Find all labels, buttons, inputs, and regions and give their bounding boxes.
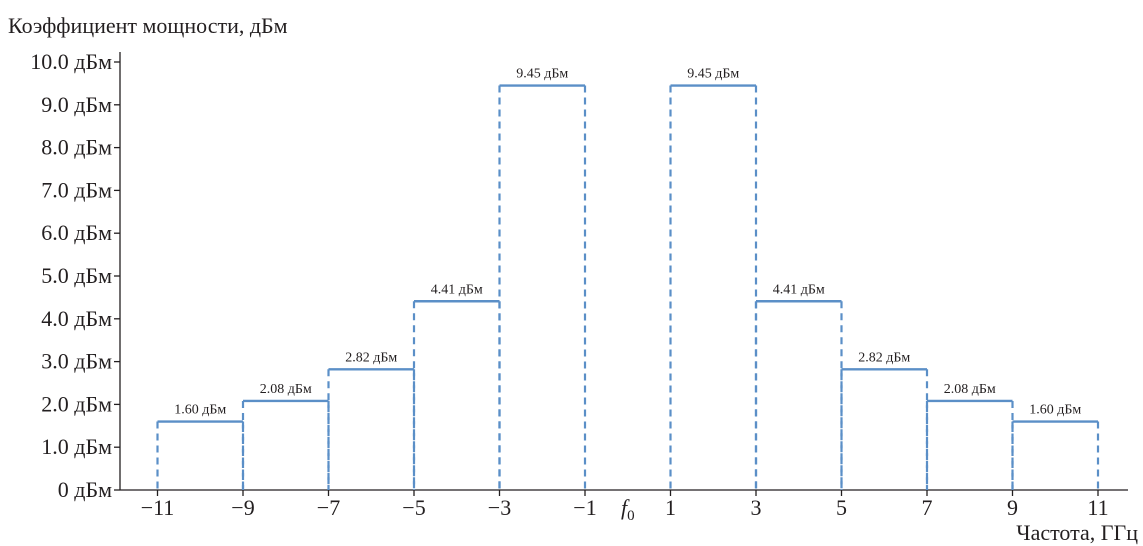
bar-value-label: 4.41 дБм — [431, 282, 483, 297]
y-tick-label: 3.0 дБм — [41, 349, 112, 374]
bar-value-label: 9.45 дБм — [687, 67, 739, 82]
bar-step: 2.08 дБм — [241, 382, 330, 490]
bar-value-label: 1.60 дБм — [174, 403, 226, 418]
x-ticks: −11 −9 −7 −5 −3 −1 f0 1 3 5 7 9 11 — [141, 490, 1109, 524]
y-axis-title: Коэффициент мощности, дБм — [8, 13, 288, 38]
x-tick-label: 7 — [922, 495, 933, 520]
x-tick-label: 11 — [1087, 495, 1108, 520]
bar-step: 1.60 дБм — [1011, 403, 1100, 490]
bar-step: 2.82 дБм — [327, 350, 416, 490]
x-tick-label: −5 — [402, 495, 425, 520]
x-tick-label: −1 — [573, 495, 596, 520]
y-tick-label: 9.0 дБм — [41, 92, 112, 117]
x-tick-label: −7 — [317, 495, 340, 520]
y-tick-label: 8.0 дБм — [41, 135, 112, 160]
y-tick-label: 5.0 дБм — [41, 263, 112, 288]
bar-value-label: 9.45 дБм — [516, 67, 568, 82]
x-tick-label: −9 — [231, 495, 254, 520]
bar-step: 9.45 дБм — [498, 67, 587, 490]
x-tick-label: 1 — [665, 495, 676, 520]
bar-step: 2.08 дБм — [925, 382, 1014, 490]
bar-step: 2.82 дБм — [840, 350, 929, 490]
bar-step: 1.60 дБм — [156, 403, 245, 490]
y-tick-label: 7.0 дБм — [41, 177, 112, 202]
y-tick-label: 10.0 дБм — [30, 49, 112, 74]
x-tick-label: 3 — [751, 495, 762, 520]
bar-value-label: 2.08 дБм — [944, 382, 996, 397]
y-tick-label: 4.0 дБм — [41, 306, 112, 331]
y-tick-label: 6.0 дБм — [41, 220, 112, 245]
bar-step: 4.41 дБм — [754, 282, 843, 490]
bar-value-label: 2.82 дБм — [345, 350, 397, 365]
y-tick-label: 2.0 дБм — [41, 391, 112, 416]
x-tick-label: f0 — [621, 495, 635, 524]
bar-value-label: 4.41 дБм — [773, 282, 825, 297]
y-ticks: 0 дБм 1.0 дБм 2.0 дБм 3.0 дБм 4.0 дБм 5.0 дБм… — [30, 49, 120, 502]
bar-step: 4.41 дБм — [412, 282, 501, 490]
y-tick-label: 1.0 дБм — [41, 434, 112, 459]
x-tick-label: −3 — [488, 495, 511, 520]
bar-value-label: 2.82 дБм — [858, 350, 910, 365]
bar-value-label: 2.08 дБм — [260, 382, 312, 397]
x-axis-title: Частота, ГГц — [1016, 520, 1138, 545]
x-tick-label: −11 — [141, 495, 175, 520]
y-tick-label: 0 дБм — [58, 477, 112, 502]
bar-step: 9.45 дБм — [669, 67, 758, 490]
bars: 1.60 дБм 2.08 дБм 2.82 дБм 4.41 дБм 9.45 дБм… — [156, 67, 1100, 490]
bar-value-label: 1.60 дБм — [1029, 403, 1081, 418]
x-tick-label: 5 — [836, 495, 847, 520]
x-tick-label: 9 — [1007, 495, 1018, 520]
